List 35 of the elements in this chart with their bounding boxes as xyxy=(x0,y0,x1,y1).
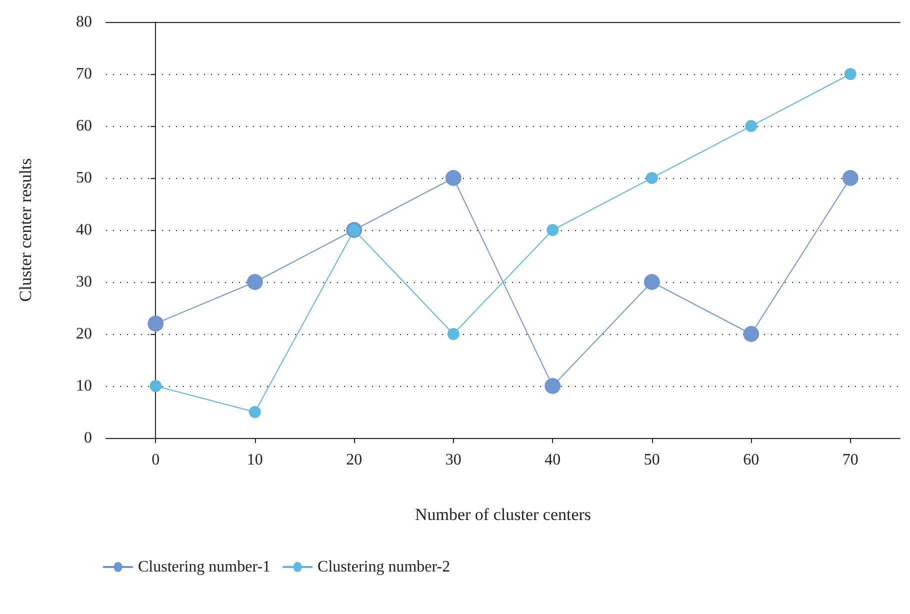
point xyxy=(743,326,760,342)
y-tick-label: 30 xyxy=(76,274,92,290)
y-tick-label: 60 xyxy=(76,118,92,134)
point xyxy=(150,380,162,392)
x-tick-label: 30 xyxy=(445,452,462,468)
x-tick-label: 60 xyxy=(743,452,760,468)
point xyxy=(844,68,856,80)
x-tick-label: 10 xyxy=(246,452,263,468)
y-axis-title: Cluster center results xyxy=(16,158,35,302)
point xyxy=(644,274,660,290)
x-tick-label: 50 xyxy=(644,452,660,468)
legend-label: Clustering number-2 xyxy=(318,558,450,576)
point xyxy=(447,328,460,340)
x-tick-label: 20 xyxy=(346,452,362,468)
y-tick-label: 10 xyxy=(76,378,92,394)
y-tick-label: 50 xyxy=(76,170,92,186)
point xyxy=(546,224,559,236)
y-tick-label: 0 xyxy=(84,430,92,446)
point xyxy=(445,170,462,186)
point xyxy=(246,274,263,290)
point xyxy=(745,120,758,132)
y-tick-label: 40 xyxy=(76,222,92,238)
x-tick-label: 40 xyxy=(544,452,561,468)
legend-label: Clustering number-1 xyxy=(138,558,271,576)
x-tick-label: 70 xyxy=(842,452,858,468)
point xyxy=(842,170,858,186)
y-tick-label: 70 xyxy=(76,66,92,82)
x-tick-label: 0 xyxy=(152,452,160,468)
x-axis-title: Number of cluster centers xyxy=(414,505,592,524)
point xyxy=(248,406,261,418)
point xyxy=(148,316,164,332)
point xyxy=(544,378,561,394)
point xyxy=(646,172,658,184)
y-tick-label: 20 xyxy=(76,326,92,342)
y-tick-label: 80 xyxy=(76,14,92,30)
